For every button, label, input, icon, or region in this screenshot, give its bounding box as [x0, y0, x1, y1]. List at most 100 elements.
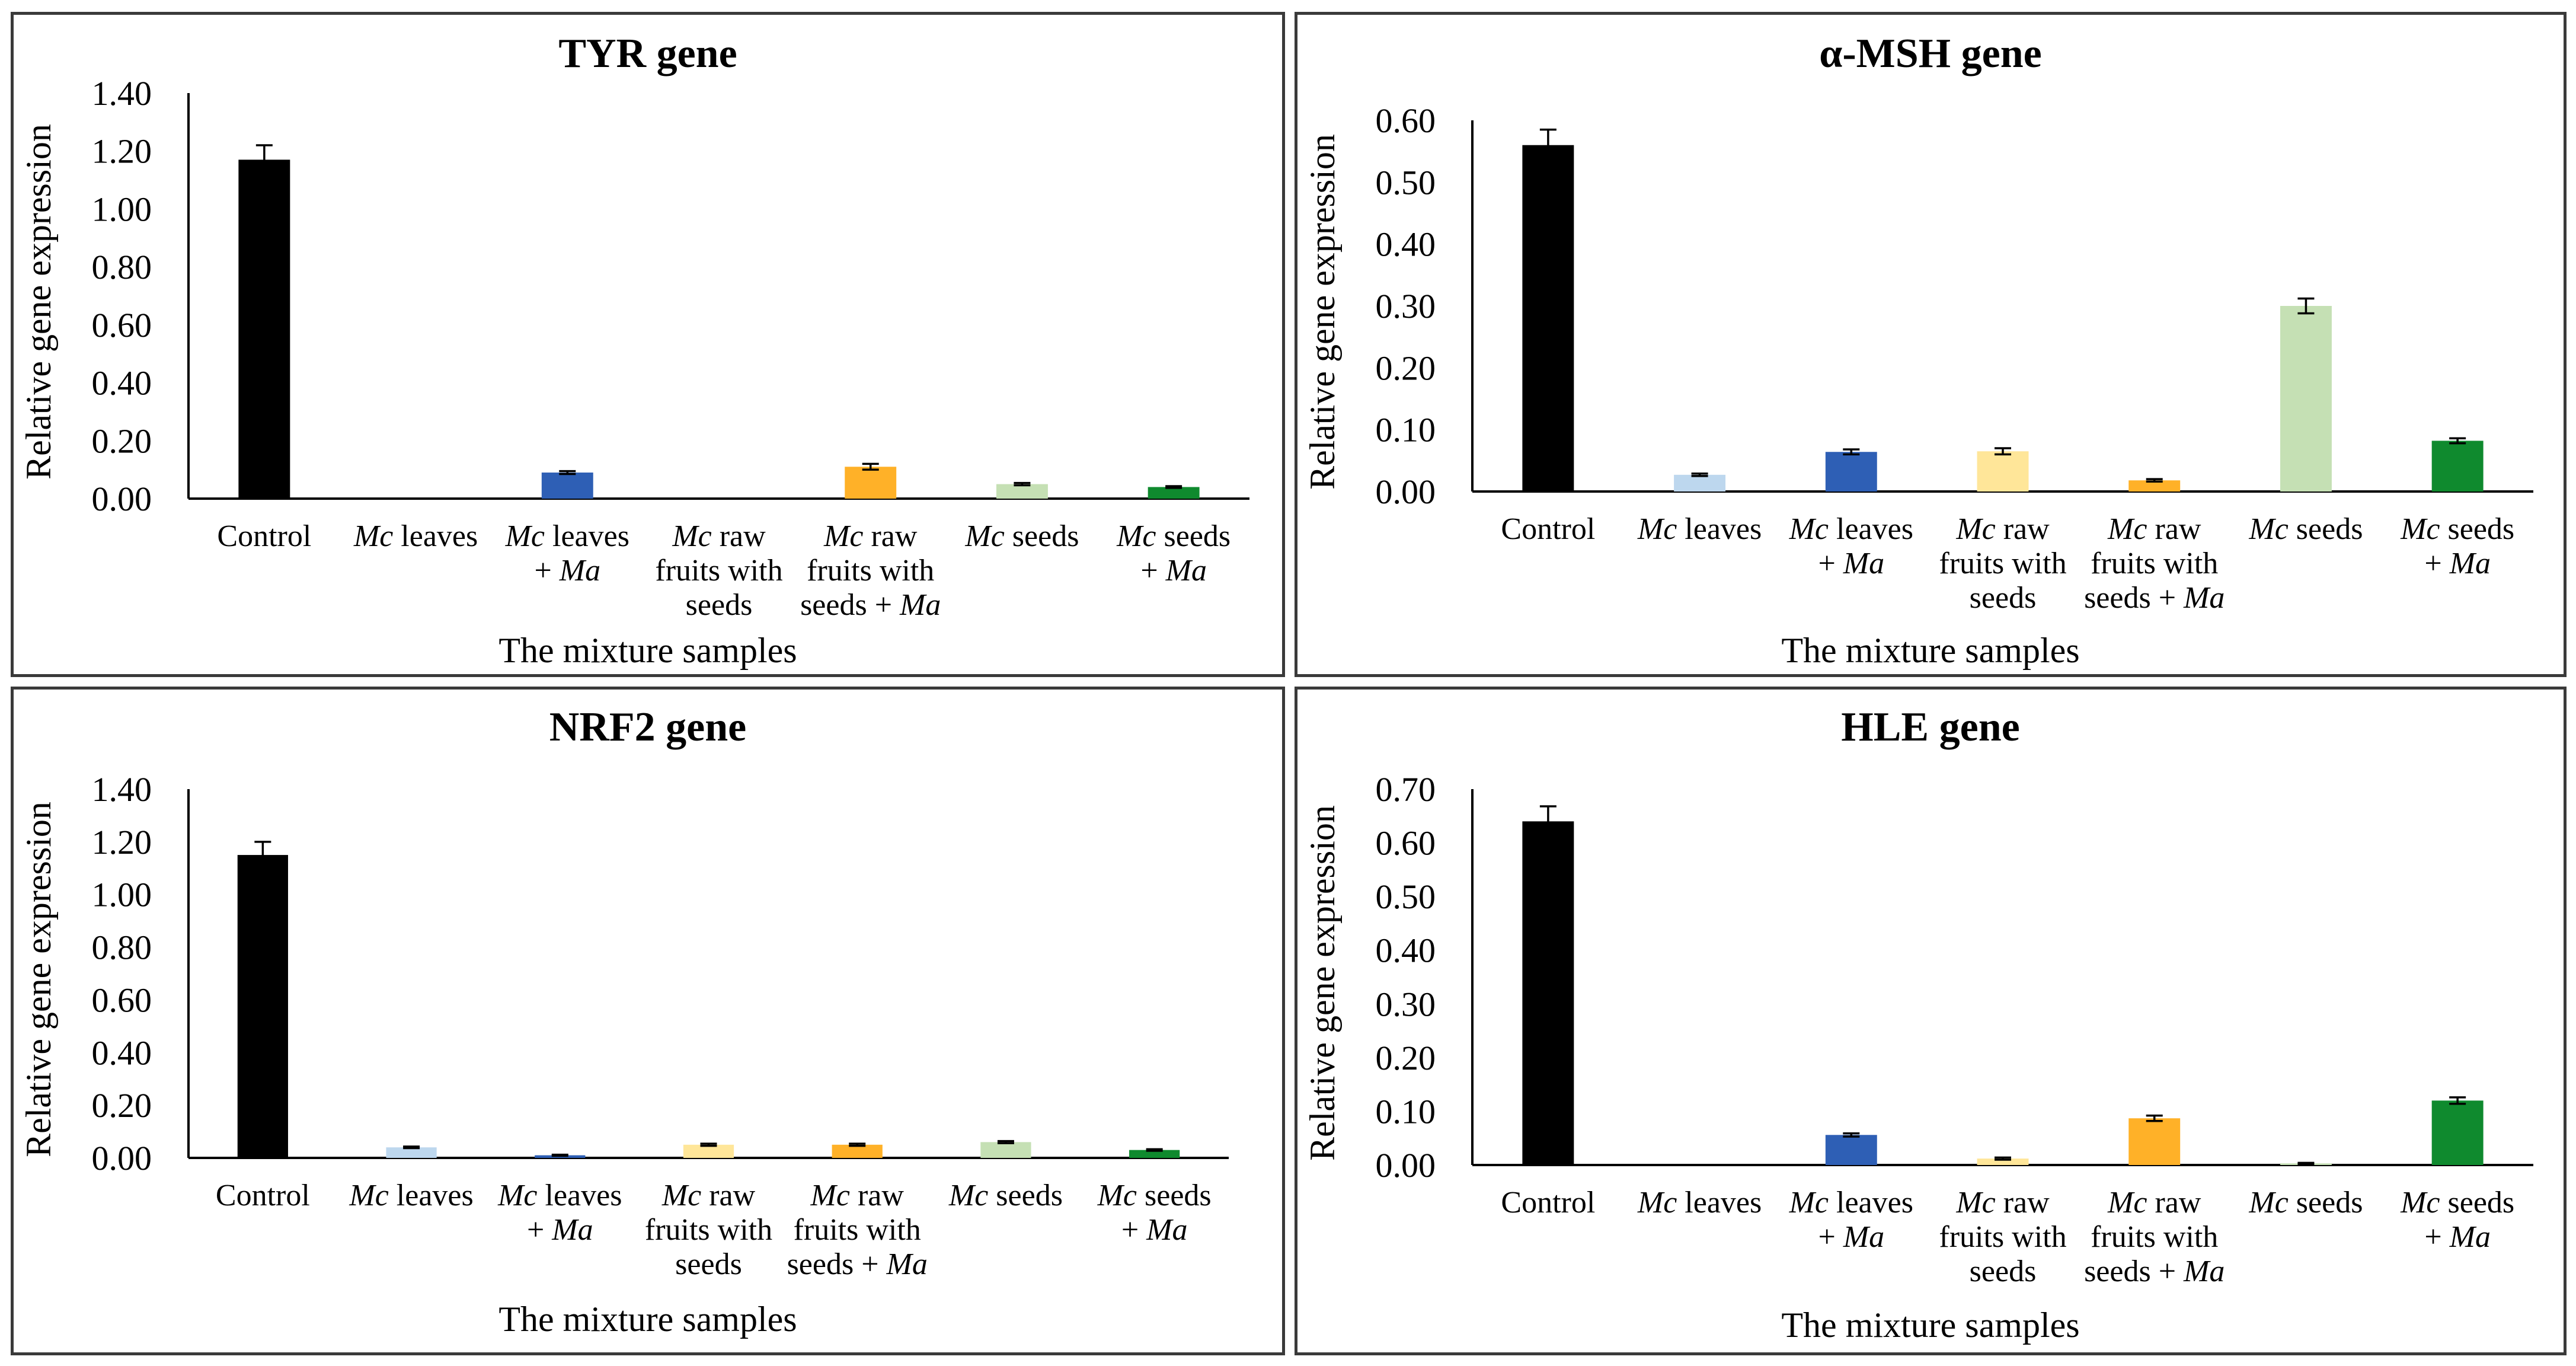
bar: [237, 855, 288, 1158]
y-tick-label: 0.60: [92, 981, 152, 1019]
error-bar: [862, 462, 879, 471]
y-tick-label: 1.20: [92, 823, 152, 861]
bar: [845, 467, 897, 499]
y-tick-label: 0.20: [92, 1086, 152, 1125]
error-bar: [2449, 437, 2466, 445]
chart-panel-alpha-msh: α-MSH gene 0.00 0.10 0.20 0.30 0.40 0.50 0.60 Re…: [1295, 12, 2567, 677]
x-axis-title: The mixture samples: [1781, 1306, 2079, 1345]
error-bar: [1146, 1148, 1163, 1152]
chart-title: TYR gene: [558, 31, 737, 76]
bar: [386, 1147, 437, 1158]
x-tick-label: Control: [1501, 512, 1595, 546]
x-axis-title: The mixture samples: [1781, 631, 2079, 670]
y-tick-label: 0.40: [1376, 225, 1436, 264]
y-tick-label: 1.00: [92, 190, 152, 228]
y-tick-label: 0.80: [92, 928, 152, 967]
bar: [996, 484, 1048, 499]
error-bar: [1539, 128, 1557, 162]
x-tick-label: fruits with: [794, 1213, 921, 1247]
y-tick-label: 1.20: [92, 132, 152, 171]
x-tick-label: Mc seeds: [2400, 1186, 2514, 1220]
error-bar: [1843, 1132, 1860, 1138]
x-tick-label: + Ma: [527, 1213, 593, 1247]
y-tick-label: 1.00: [92, 876, 152, 914]
bar: [1825, 452, 1877, 491]
x-tick-label: Mc raw: [823, 519, 918, 553]
x-tick-label: seeds + Ma: [800, 588, 941, 622]
x-tick-label: Mc seeds: [1097, 1179, 1212, 1212]
y-tick-label: 0.30: [1376, 287, 1436, 325]
x-tick-label: fruits with: [807, 554, 934, 588]
x-tick-label: Mc seeds: [948, 1179, 1063, 1212]
bar: [1977, 451, 2029, 491]
bar: [980, 1142, 1031, 1158]
bar: [2431, 1100, 2484, 1165]
x-tick-label: Mc seeds: [1116, 519, 1231, 553]
bar: [1977, 1158, 2029, 1165]
x-tick-label: + Ma: [1818, 1220, 1884, 1254]
y-tick-label: 0.10: [1376, 411, 1436, 449]
y-tick-label: 0.40: [92, 1033, 152, 1072]
x-tick-label: Mc leaves: [497, 1179, 622, 1212]
y-axis-title: Relative gene expression: [1303, 805, 1342, 1161]
y-tick-label: 0.60: [1376, 824, 1436, 863]
error-bar: [1691, 472, 1708, 477]
x-tick-label: + Ma: [2424, 1220, 2491, 1254]
error-bar: [2146, 1114, 2163, 1122]
x-tick-label: Mc leaves: [349, 1179, 473, 1212]
bar: [1129, 1150, 1180, 1158]
error-bar: [1539, 805, 1557, 838]
x-axis-title: The mixture samples: [498, 1300, 797, 1339]
x-tick-label: fruits with: [2091, 547, 2218, 580]
x-tick-label: Mc leaves: [353, 519, 478, 553]
chart-tyr: TYR gene 0.00 0.20 0.40 0.60 0.80 1.00 1.20 1.40…: [19, 31, 1249, 670]
error-bar: [997, 1140, 1014, 1144]
y-tick-label: 0.20: [92, 422, 152, 460]
y-axis-title: Relative gene expression: [19, 124, 58, 480]
x-tick-label: seeds: [1970, 581, 2037, 615]
y-tick-label: 0.50: [1376, 877, 1436, 916]
x-tick-label: seeds + Ma: [787, 1247, 928, 1281]
error-bar: [1843, 448, 1860, 456]
y-tick-label: 0.00: [92, 1139, 152, 1177]
chart-panel-tyr: TYR gene 0.00 0.20 0.40 0.60 0.80 1.00 1.20 1.40…: [11, 12, 1285, 677]
x-tick-label: seeds: [675, 1247, 742, 1281]
bar: [683, 1144, 734, 1158]
x-tick-label: Mc raw: [2107, 512, 2201, 546]
y-tick-label: 0.10: [1376, 1092, 1436, 1131]
y-tick-label: 0.30: [1376, 985, 1436, 1023]
x-tick-label: + Ma: [1140, 554, 1207, 588]
x-tick-label: Mc leaves: [1789, 1186, 1913, 1220]
y-tick-label: 0.00: [1376, 1146, 1436, 1185]
y-tick-label: 0.80: [92, 248, 152, 286]
x-tick-label: + Ma: [1818, 547, 1884, 580]
error-bar: [2449, 1096, 2466, 1105]
y-tick-label: 1.40: [92, 770, 152, 809]
chart-nrf2: NRF2 gene 0.00 0.20 0.40 0.60 0.80 1.00 1.20 1.4…: [19, 704, 1229, 1339]
y-axis-title: Relative gene expression: [19, 802, 58, 1157]
x-tick-label: Mc seeds: [2400, 512, 2514, 546]
bar: [1825, 1135, 1877, 1165]
bar: [2431, 441, 2484, 491]
y-tick-label: 0.40: [1376, 931, 1436, 970]
error-bar: [254, 841, 271, 870]
x-tick-label: fruits with: [655, 554, 782, 588]
bar: [1674, 474, 1726, 491]
x-tick-label: fruits with: [645, 1213, 772, 1247]
error-bar: [700, 1142, 717, 1147]
chart-panel-nrf2: NRF2 gene 0.00 0.20 0.40 0.60 0.80 1.00 1.20 1.4…: [11, 687, 1285, 1355]
error-bar: [2146, 478, 2163, 483]
chart-title: HLE gene: [1841, 704, 2019, 750]
chart-title: NRF2 gene: [549, 704, 746, 750]
y-tick-label: 0.50: [1376, 163, 1436, 202]
error-bar: [1014, 481, 1031, 487]
error-bar: [1995, 447, 2011, 456]
error-bar: [403, 1145, 420, 1150]
x-tick-label: Mc leaves: [505, 519, 629, 553]
x-tick-label: Control: [1501, 1186, 1595, 1220]
x-tick-label: Mc seeds: [2248, 1186, 2363, 1220]
error-bar: [2297, 1161, 2315, 1165]
y-tick-label: 0.60: [92, 306, 152, 344]
x-tick-label: Mc seeds: [2248, 512, 2363, 546]
chart-hle: HLE gene 0.00 0.10 0.20 0.30 0.40 0.50 0.60 0.70…: [1303, 704, 2533, 1345]
